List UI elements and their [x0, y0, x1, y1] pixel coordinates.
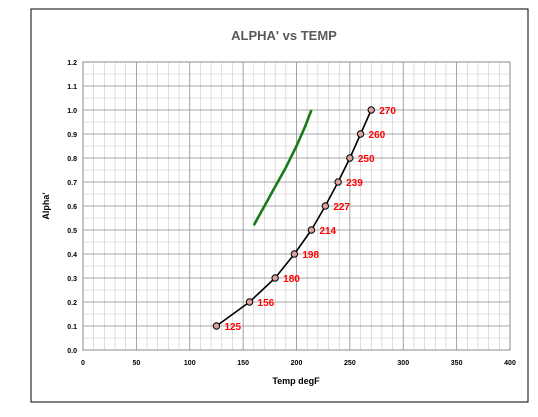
data-point-marker: [321, 202, 330, 210]
y-tick-label: 0.1: [67, 324, 77, 331]
data-point-marker: [245, 298, 254, 306]
x-tick-label: 250: [344, 360, 356, 367]
chart-title: ALPHA' vs TEMP: [231, 28, 337, 43]
x-axis-tick-labels: 0 50 100 150 200 250 300 350 400: [81, 360, 516, 367]
data-point-marker: [212, 322, 221, 330]
data-point-marker: [290, 250, 299, 258]
series-line-0: [215, 109, 372, 327]
x-tick-label: 150: [237, 360, 249, 367]
y-tick-label: 1.0: [67, 108, 77, 115]
data-point-marker: [271, 274, 279, 282]
y-tick-label: 0.3: [67, 276, 77, 283]
x-tick-label: 50: [132, 360, 140, 367]
x-tick-label: 200: [291, 360, 303, 367]
data-point-label: 214: [319, 226, 336, 237]
y-tick-label: 0.4: [67, 252, 77, 259]
major-gridlines: [82, 61, 511, 351]
y-tick-label: 0.2: [67, 300, 77, 307]
x-tick-label: 100: [184, 360, 196, 367]
y-tick-label: 1.2: [67, 60, 77, 67]
y-tick-label: 0.9: [67, 132, 77, 139]
data-point-label: 270: [379, 106, 396, 117]
y-axis-tick-labels: 0.0 0.1 0.2 0.3 0.4 0.5 0.6 0.7 0.8 0.9 1.0 1.1 1.2: [67, 60, 77, 355]
y-tick-label: 0.5: [67, 228, 77, 235]
data-point-marker: [307, 226, 316, 234]
data-point-label: 180: [283, 274, 300, 285]
data-point-label: 250: [358, 154, 375, 165]
series-line-1: [252, 109, 313, 226]
data-point-label: 227: [333, 202, 350, 213]
y-tick-label: 0.6: [67, 204, 77, 211]
y-tick-label: 0.8: [67, 156, 77, 163]
data-point-label: 125: [224, 322, 241, 333]
y-tick-label: 0.0: [67, 348, 77, 355]
series-layer: 125 156 180 198 214 227 239 250 260 270: [212, 106, 396, 333]
x-tick-label: 0: [81, 360, 85, 367]
y-axis-label: Alpha': [41, 192, 51, 219]
data-point-marker: [346, 154, 354, 162]
data-point-label: 156: [258, 298, 275, 309]
x-tick-label: 300: [397, 360, 409, 367]
data-point-marker: [367, 106, 375, 114]
data-point-label: 260: [369, 130, 386, 141]
y-tick-label: 1.1: [67, 84, 77, 91]
data-point-label: 198: [302, 250, 319, 261]
data-point-label: 239: [346, 178, 363, 189]
x-axis-label: Temp degF: [272, 376, 320, 386]
x-tick-label: 350: [451, 360, 463, 367]
plot-area: 0.00.10.20.30.40.50.60.70.80.91.01.11.2 …: [67, 60, 516, 367]
y-tick-label: 0.7: [67, 180, 77, 187]
data-point-marker: [356, 130, 365, 138]
x-tick-label: 400: [504, 360, 516, 367]
data-point-marker: [334, 178, 342, 186]
